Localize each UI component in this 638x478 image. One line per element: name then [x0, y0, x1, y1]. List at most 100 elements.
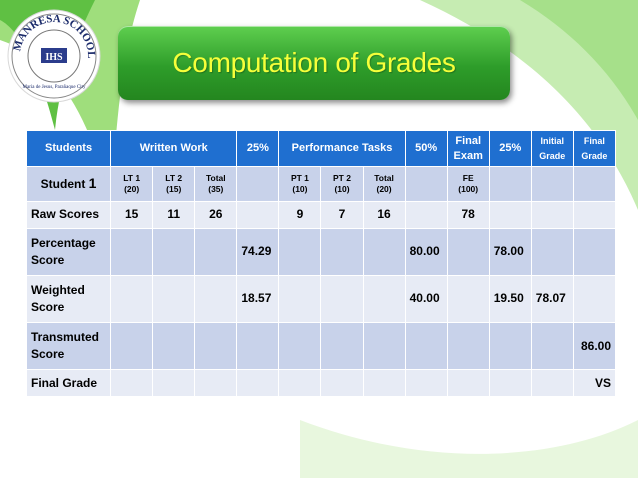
lt2-score: 11	[152, 201, 196, 229]
empty-cell	[236, 166, 280, 202]
initial-grade-value: 78.07	[530, 274, 574, 324]
empty-cell	[110, 322, 154, 371]
final-grade-value: VS	[572, 369, 617, 397]
empty-cell	[278, 369, 322, 397]
header-performance-tasks: Performance Tasks	[278, 130, 406, 167]
final-transmuted-value: 86.00	[572, 322, 617, 371]
page-title: Computation of Grades	[172, 47, 456, 78]
svg-text:Maria de Jesus, Parañaque City: Maria de Jesus, Parañaque City	[23, 85, 86, 90]
pt-weighted: 40.00	[404, 274, 448, 324]
transmuted-score-row: Transmuted Score 86.00	[25, 322, 617, 371]
student-label: Student	[40, 177, 86, 191]
fe-label: FE	[462, 173, 474, 183]
student-number: 1	[88, 175, 97, 191]
header-fe-weight: 25%	[488, 130, 532, 167]
empty-cell	[110, 227, 154, 276]
empty-cell	[278, 274, 322, 324]
pt1-points: (10)	[292, 184, 308, 194]
empty-cell	[110, 369, 154, 397]
pt2-cell: PT 2 (10)	[320, 166, 364, 202]
ww-total-cell: Total (35)	[194, 166, 238, 202]
lt2-cell: LT 2 (15)	[152, 166, 196, 202]
lt1-points: (20)	[124, 184, 140, 194]
fe-points: (100)	[458, 184, 479, 194]
fe-score: 78	[446, 201, 490, 229]
pt-total-cell: Total (20)	[362, 166, 406, 202]
row-label: Weighted Score	[25, 274, 112, 324]
empty-cell	[236, 369, 280, 397]
empty-cell	[152, 322, 196, 371]
empty-cell	[194, 274, 238, 324]
row-label: Final Grade	[25, 369, 112, 397]
lt2-label: LT 2	[165, 173, 183, 183]
fe-percentage: 78.00	[488, 227, 532, 276]
ww-percentage: 74.29	[236, 227, 280, 276]
pt2-score: 7	[320, 201, 364, 229]
empty-cell	[194, 322, 238, 371]
ww-weighted: 18.57	[236, 274, 280, 324]
empty-cell	[488, 201, 532, 229]
empty-cell	[278, 322, 322, 371]
fe-weighted: 19.50	[488, 274, 532, 324]
empty-cell	[362, 369, 406, 397]
empty-cell	[488, 166, 532, 202]
student-cell: Student 1	[25, 166, 112, 202]
raw-scores-row: Raw Scores 15 11 26 9 7 16 78	[25, 201, 617, 229]
pt-percentage: 80.00	[404, 227, 448, 276]
row-label: Transmuted Score	[25, 322, 112, 371]
header-pt-weight: 50%	[404, 130, 448, 167]
lt1-label: LT 1	[123, 173, 141, 183]
empty-cell	[236, 322, 280, 371]
pt-total-label: Total	[374, 173, 394, 183]
empty-cell	[446, 227, 490, 276]
pt-total-points: (20)	[376, 184, 392, 194]
subheader-row: Student 1 LT 1 (20) LT 2 (15) Total (35) PT…	[25, 166, 617, 202]
lt2-points: (15)	[166, 184, 182, 194]
empty-cell	[404, 369, 448, 397]
empty-cell	[572, 201, 617, 229]
empty-cell	[320, 274, 364, 324]
empty-cell	[320, 227, 364, 276]
empty-cell	[110, 274, 154, 324]
header-written-work: Written Work	[110, 130, 238, 167]
empty-cell	[152, 274, 196, 324]
lt1-score: 15	[110, 201, 154, 229]
empty-cell	[194, 369, 238, 397]
header-ww-weight: 25%	[236, 130, 280, 167]
school-seal-icon: MANRESA SCHOOL IHS Maria de Jesus, Parañ…	[7, 9, 101, 103]
empty-cell	[530, 322, 574, 371]
pt1-label: PT 1	[290, 173, 309, 183]
empty-cell	[530, 166, 574, 202]
empty-cell	[488, 369, 532, 397]
weighted-score-row: Weighted Score 18.57 40.00 19.50 78.07	[25, 274, 617, 324]
empty-cell	[152, 227, 196, 276]
empty-cell	[320, 369, 364, 397]
svg-text:IHS: IHS	[45, 52, 63, 63]
final-grade-row: Final Grade VS	[25, 369, 617, 397]
empty-cell	[572, 274, 617, 324]
empty-cell	[446, 274, 490, 324]
pt1-cell: PT 1 (10)	[278, 166, 322, 202]
empty-cell	[572, 227, 617, 276]
empty-cell	[362, 274, 406, 324]
empty-cell	[530, 369, 574, 397]
empty-cell	[488, 322, 532, 371]
lt1-cell: LT 1 (20)	[110, 166, 154, 202]
empty-cell	[194, 227, 238, 276]
empty-cell	[404, 322, 448, 371]
empty-cell	[236, 201, 280, 229]
ww-total-label: Total	[205, 173, 226, 183]
empty-cell	[152, 369, 196, 397]
grades-table: Students Written Work 25% Performance Ta…	[25, 130, 617, 397]
pt2-points: (10)	[334, 184, 350, 194]
empty-cell	[320, 322, 364, 371]
pt-total-score: 16	[362, 201, 406, 229]
header-row: Students Written Work 25% Performance Ta…	[25, 130, 617, 167]
header-initial-grade: Initial Grade	[530, 130, 574, 167]
empty-cell	[446, 369, 490, 397]
header-students: Students	[25, 130, 112, 167]
empty-cell	[278, 227, 322, 276]
ww-total-points: (35)	[208, 184, 224, 194]
pt2-label: PT 2	[333, 173, 351, 183]
empty-cell	[362, 322, 406, 371]
